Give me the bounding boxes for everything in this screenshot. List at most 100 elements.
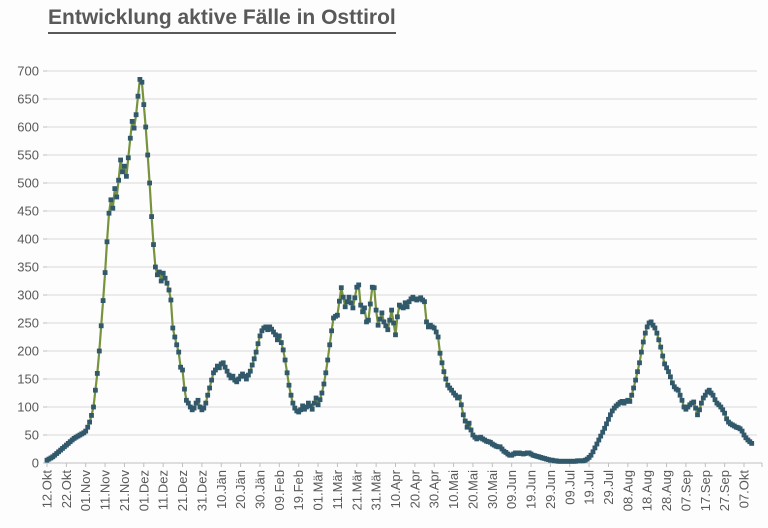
data-point-marker	[635, 369, 640, 375]
data-point-marker	[224, 368, 230, 374]
y-axis-label: 0	[32, 456, 39, 471]
data-point-marker	[96, 348, 102, 354]
data-point-marker	[156, 269, 162, 275]
data-point-marker	[606, 416, 611, 422]
data-point-marker	[209, 377, 214, 383]
x-axis-label: 11.Dez	[156, 470, 171, 510]
data-point-marker	[629, 392, 635, 398]
y-axis-label: 350	[17, 260, 39, 275]
data-point-marker	[462, 418, 468, 424]
data-point-marker	[433, 329, 439, 335]
data-point-marker	[668, 374, 673, 380]
data-point-marker	[168, 297, 174, 303]
data-point-marker	[639, 349, 644, 355]
data-point-marker	[89, 413, 94, 418]
x-axis-label: 17.Sep	[698, 470, 713, 511]
data-point-marker	[94, 371, 100, 376]
data-point-marker	[160, 270, 166, 276]
data-point-marker	[356, 282, 362, 288]
data-point-marker	[135, 93, 141, 99]
data-point-marker	[127, 135, 133, 141]
data-point-marker	[304, 404, 309, 410]
y-axis-label: 550	[17, 148, 39, 163]
data-point-marker	[697, 407, 702, 413]
data-point-marker	[594, 441, 600, 447]
data-point-marker	[315, 402, 321, 408]
data-point-marker	[147, 180, 152, 186]
data-point-marker	[700, 395, 706, 401]
data-point-marker	[87, 419, 92, 425]
data-point-marker	[124, 173, 129, 179]
data-point-marker	[439, 360, 445, 366]
x-axis-label: 31.Mär	[369, 469, 384, 510]
x-axis-label: 10.Apr	[388, 469, 403, 508]
data-point-marker	[660, 353, 666, 359]
data-point-marker	[424, 319, 429, 325]
data-point-marker	[195, 397, 201, 403]
data-point-marker	[170, 325, 176, 331]
y-axis-label: 300	[17, 288, 39, 303]
data-point-marker	[236, 376, 242, 382]
x-axis-label: 21.Mär	[349, 469, 364, 510]
y-axis-label: 200	[17, 344, 39, 359]
data-point-marker	[631, 385, 636, 391]
data-point-marker	[739, 428, 745, 434]
data-point-marker	[453, 392, 458, 398]
data-point-marker	[288, 392, 294, 398]
x-axis-label: 29.Jun	[543, 470, 558, 509]
data-point-marker	[654, 330, 660, 336]
data-point-marker	[216, 365, 222, 371]
data-point-marker	[211, 370, 216, 376]
data-point-marker	[323, 370, 329, 376]
data-point-marker	[460, 412, 466, 418]
data-point-marker	[242, 373, 247, 379]
data-point-marker	[699, 400, 704, 406]
data-point-marker	[151, 242, 156, 247]
x-axis-label: 01.Nov	[78, 470, 93, 512]
data-point-marker	[445, 382, 451, 388]
data-point-marker	[675, 387, 681, 393]
data-point-marker	[677, 392, 683, 398]
data-point-marker	[290, 400, 296, 406]
data-point-marker	[590, 449, 596, 455]
data-point-marker	[176, 349, 182, 355]
data-point-marker	[325, 357, 331, 363]
x-axis-label: 21.Nov	[117, 470, 132, 512]
data-point-marker	[377, 316, 383, 322]
data-point-marker	[182, 386, 187, 392]
data-point-marker	[644, 324, 650, 330]
data-point-marker	[313, 395, 319, 401]
data-point-marker	[720, 407, 726, 413]
data-point-marker	[120, 169, 125, 175]
data-point-marker	[431, 325, 437, 331]
data-point-marker	[153, 264, 158, 270]
data-point-marker	[263, 324, 269, 330]
data-point-marker	[400, 305, 406, 311]
data-point-marker	[118, 157, 123, 163]
data-point-marker	[722, 410, 727, 416]
x-axis-label: 30.Mai	[485, 470, 500, 509]
data-point-marker	[309, 406, 315, 412]
x-axis-label: 27.Sep	[717, 470, 732, 511]
data-point-marker	[658, 344, 664, 350]
y-axis-label: 500	[17, 176, 39, 191]
data-point-marker	[137, 77, 143, 82]
x-axis-label: 09.Jun	[504, 470, 519, 509]
x-axis-label: 10.Mai	[446, 470, 461, 509]
data-point-marker	[201, 405, 207, 411]
data-point-marker	[311, 400, 317, 406]
data-point-marker	[205, 392, 211, 398]
data-point-marker	[112, 186, 118, 191]
data-point-marker	[387, 317, 393, 323]
data-point-marker	[180, 367, 185, 373]
data-point-marker	[319, 390, 325, 396]
data-point-marker	[422, 299, 427, 305]
data-point-marker	[247, 368, 253, 374]
data-point-marker	[443, 376, 449, 382]
data-point-marker	[640, 339, 646, 345]
data-point-marker	[166, 287, 172, 293]
x-axis-label: 07.Sep	[678, 470, 693, 511]
data-point-marker	[255, 341, 261, 347]
data-point-marker	[253, 349, 259, 355]
data-point-marker	[145, 152, 151, 158]
